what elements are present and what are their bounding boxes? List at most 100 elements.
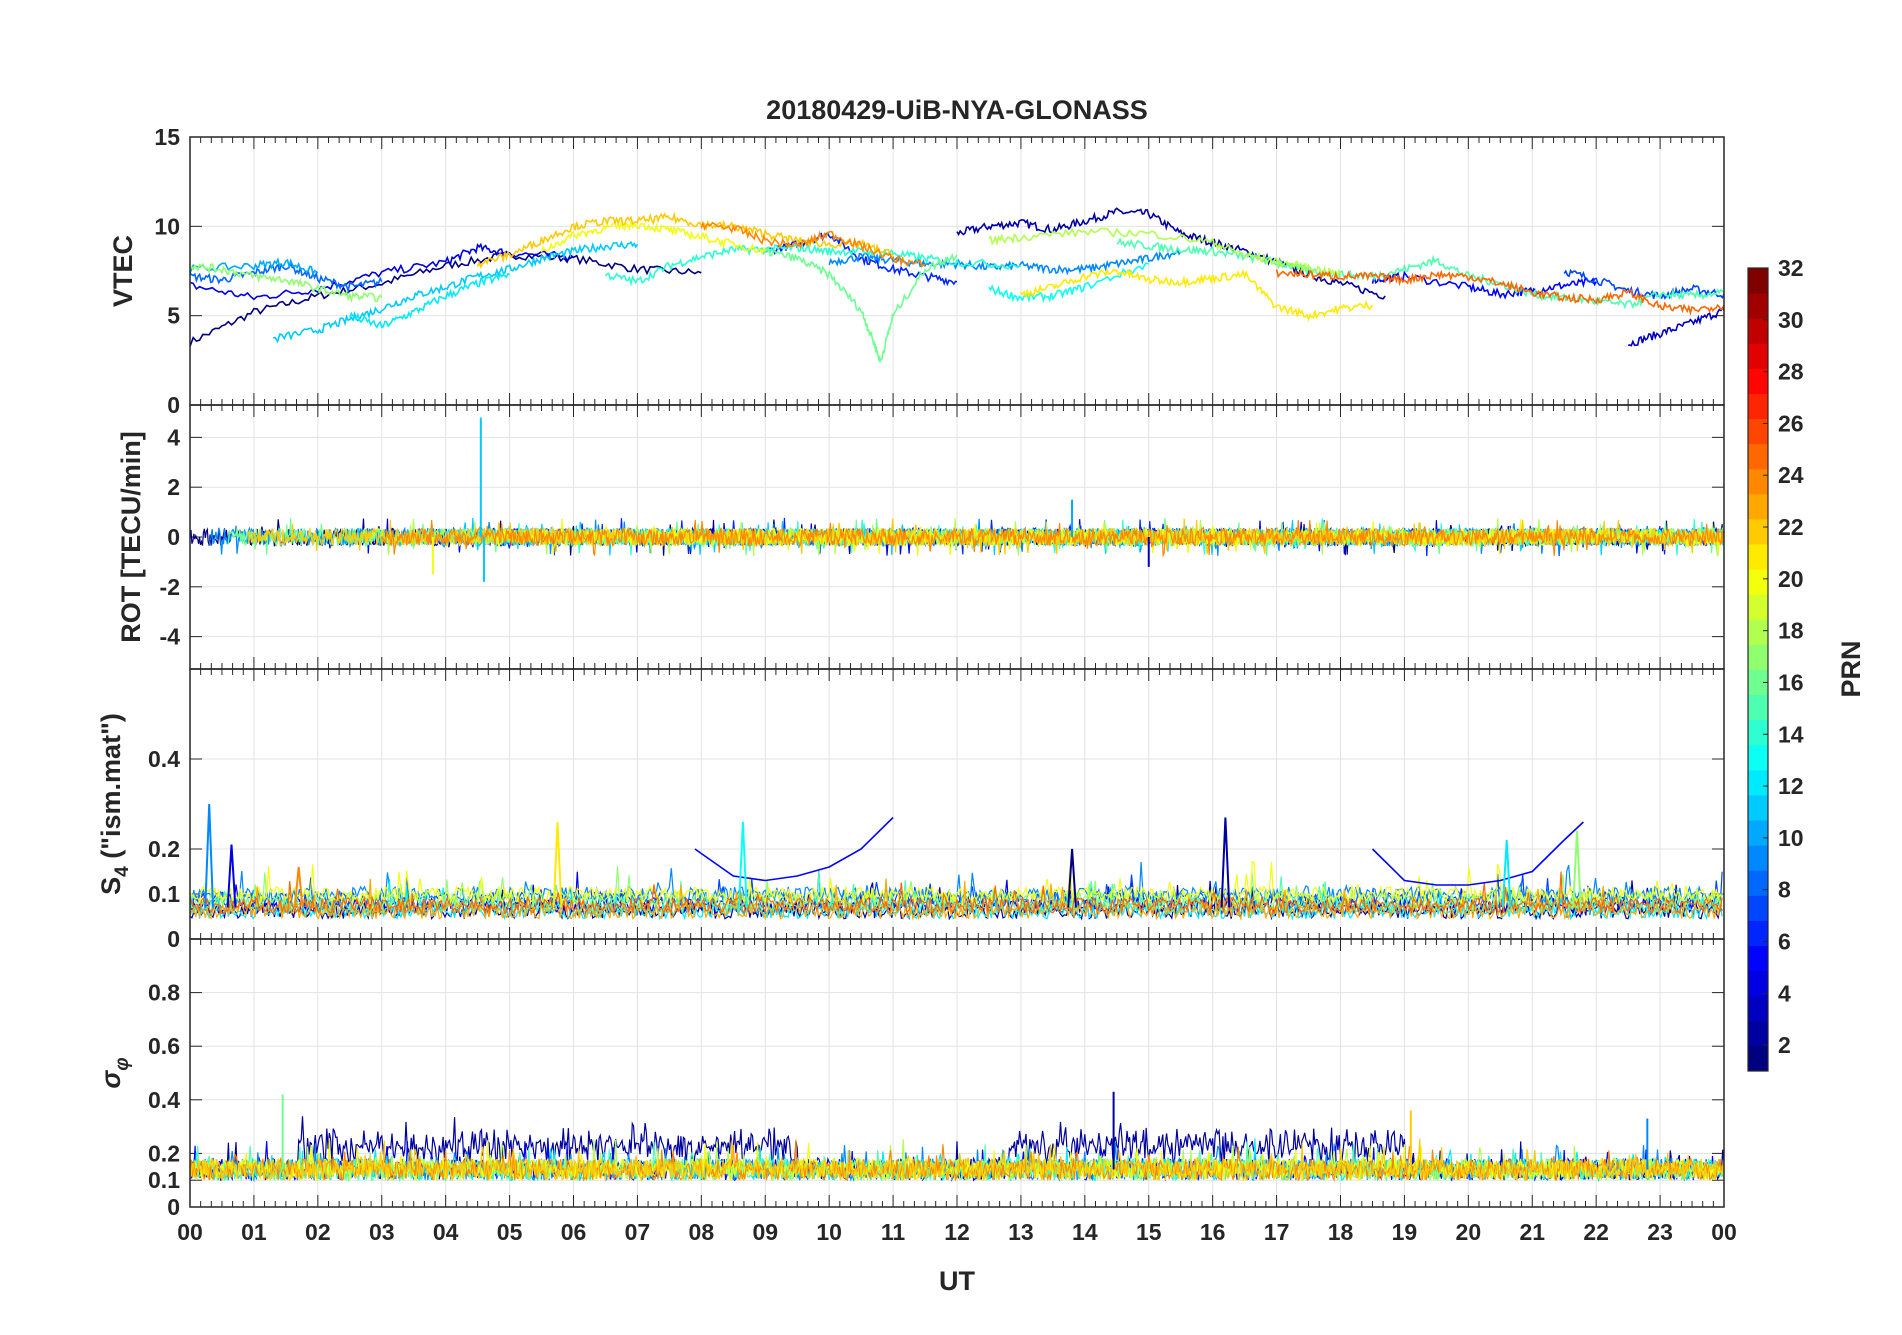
s4-spike (552, 821, 563, 908)
colorbar-cell (1748, 895, 1768, 921)
colorbar-cell (1748, 318, 1768, 344)
s4-line-prn-20 (190, 860, 1723, 905)
colorbar-cell (1748, 393, 1768, 420)
x-tick-label: 12 (944, 1219, 970, 1245)
vtec-y-ticks: 0 5 10 15 (154, 124, 180, 418)
colorbar-cell (1748, 719, 1768, 746)
vtec-line-prn-13 (988, 262, 1149, 304)
x-tick-label: 22 (1583, 1219, 1609, 1245)
x-tick-label: 06 (561, 1219, 587, 1245)
x-tick-label: 11 (881, 1219, 906, 1245)
y-tick-label: 2 (167, 474, 180, 500)
s4-trend-line (694, 816, 894, 882)
colorbar-cell (1748, 644, 1768, 670)
x-tick-label: 04 (433, 1219, 459, 1245)
vtec-line-prn-15 (1116, 237, 1724, 310)
vtec-line-prn-25 (1275, 268, 1724, 316)
y-tick-label: 0.8 (148, 980, 180, 1006)
s4-spike (1572, 830, 1582, 908)
colorbar-cell (1748, 845, 1768, 871)
s4-spike (1067, 848, 1077, 908)
s4-y-label: S4 ("ism.mat") (96, 713, 133, 895)
vtec-line-prn-22 (476, 211, 894, 269)
colorbar-cell (1748, 468, 1768, 495)
colorbar-tick-label: 16 (1778, 669, 1804, 695)
rot-y-label: ROT [TECU/min] (116, 431, 146, 642)
vtec-panel: 0 5 10 15 VTEC (108, 124, 1725, 418)
y-tick-label: 5 (167, 303, 180, 329)
colorbar-tick-label: 22 (1778, 514, 1804, 540)
x-tick-label: 02 (305, 1219, 331, 1245)
sigma-phi-line-prn-24 (190, 1139, 1724, 1183)
x-tick-labels: 00 01 02 03 04 05 06 07 08 09 10 11 12 13 14 15 16 17 18 19… (177, 1219, 1737, 1245)
y-tick-label: 10 (154, 213, 180, 239)
vtec-y-label: VTEC (108, 235, 138, 307)
s4-line-prn-23 (190, 878, 1723, 921)
s4-series (190, 803, 1723, 921)
s4-trend-line (1371, 821, 1584, 886)
colorbar-tick-label: 18 (1778, 618, 1804, 644)
x-tick-label: 20 (1456, 1219, 1482, 1245)
colorbar-tick-label: 26 (1778, 410, 1804, 436)
y-tick-label: -2 (160, 574, 180, 600)
x-tick-label: 17 (1264, 1219, 1290, 1245)
colorbar-tick-label: 20 (1778, 566, 1804, 592)
x-tick-label: 23 (1647, 1219, 1673, 1245)
vtec-line-prn-21 (1020, 267, 1374, 322)
colorbar-label: PRN (1836, 640, 1866, 697)
y-tick-label: 0.1 (148, 1167, 180, 1193)
vtec-line-prn-7 (1563, 268, 1724, 300)
colorbar-cell (1748, 594, 1768, 620)
colorbar-tick-label: 6 (1778, 928, 1791, 954)
y-tick-label: 15 (154, 124, 180, 150)
s4-spike (1501, 839, 1512, 908)
vtec-line-prn-12 (349, 272, 510, 329)
colorbar-cell (1748, 669, 1768, 696)
colorbar-cell (1748, 794, 1768, 821)
s4-spike (226, 844, 237, 908)
x-tick-label: 00 (1711, 1219, 1737, 1245)
colorbar-cell (1748, 268, 1768, 294)
s4-spike (1220, 817, 1231, 908)
vtec-line-prn-24 (700, 220, 926, 268)
sigma-phi-axes-box (189, 938, 1725, 1208)
s4-y-ticks: 0 0.1 0.2 0.4 (148, 746, 180, 952)
s4-line-prn-25 (190, 871, 1723, 915)
colorbar-tick-label: 10 (1778, 825, 1804, 851)
y-tick-label: 0.4 (148, 746, 180, 772)
colorbar-cell (1748, 619, 1768, 645)
colorbar-cell (1748, 920, 1768, 947)
vtec-line-prn-10 (190, 257, 319, 277)
colorbar-cell (1748, 744, 1768, 771)
colorbar-tick-label: 12 (1778, 773, 1804, 799)
s4-spike (738, 821, 748, 908)
colorbar-cell (1748, 945, 1768, 972)
y-tick-label: 0.4 (148, 1087, 180, 1113)
x-tick-label: 07 (625, 1219, 651, 1245)
x-tick-label: 21 (1519, 1219, 1545, 1245)
sigma-phi-line-prn-22 (190, 1138, 1724, 1183)
s4-spike (293, 866, 304, 908)
s4-spike (204, 803, 214, 908)
colorbar-cell (1748, 970, 1768, 997)
colorbar-cell (1748, 995, 1768, 1022)
x-tick-label: 03 (369, 1219, 395, 1245)
y-tick-label: 0 (167, 1194, 180, 1220)
colorbar-cell (1748, 443, 1768, 470)
vtec-line-prn-16 (764, 245, 958, 363)
colorbar-cell (1748, 544, 1768, 570)
x-tick-label: 13 (1008, 1219, 1034, 1245)
y-tick-label: -4 (160, 624, 181, 650)
vtec-line-prn-17 (190, 262, 383, 304)
colorbar-cell (1748, 343, 1768, 369)
y-tick-label: 4 (167, 424, 180, 450)
rot-panel: -4 -2 0 2 4 ROT [TECU/min] (116, 404, 1725, 670)
colorbar-cell (1748, 418, 1768, 445)
x-tick-label: 18 (1328, 1219, 1354, 1245)
x-tick-label: 08 (689, 1219, 715, 1245)
y-tick-label: 0 (167, 524, 180, 550)
rot-series (190, 417, 1724, 582)
colorbar-cell (1748, 493, 1768, 520)
